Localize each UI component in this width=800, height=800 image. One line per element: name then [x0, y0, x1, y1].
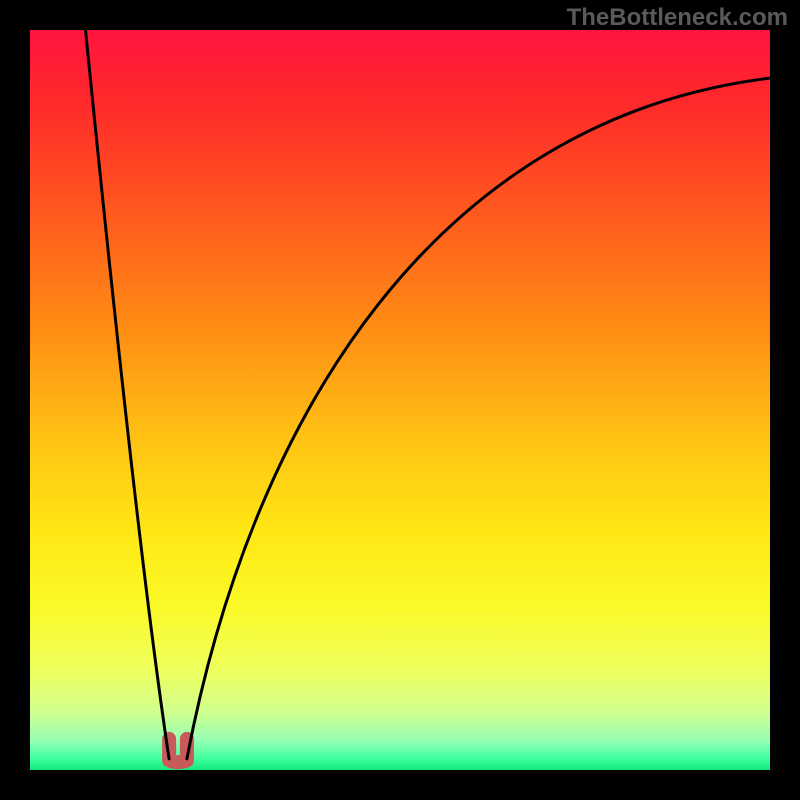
- watermark-text: TheBottleneck.com: [567, 4, 788, 32]
- chart-container: TheBottleneck.com: [0, 0, 800, 800]
- dip-marker: [169, 739, 187, 762]
- bottleneck-curve-right: [187, 78, 770, 759]
- bottleneck-curve-left: [86, 30, 170, 759]
- gradient-plot-area: [30, 30, 770, 770]
- curve-overlay: [30, 30, 770, 770]
